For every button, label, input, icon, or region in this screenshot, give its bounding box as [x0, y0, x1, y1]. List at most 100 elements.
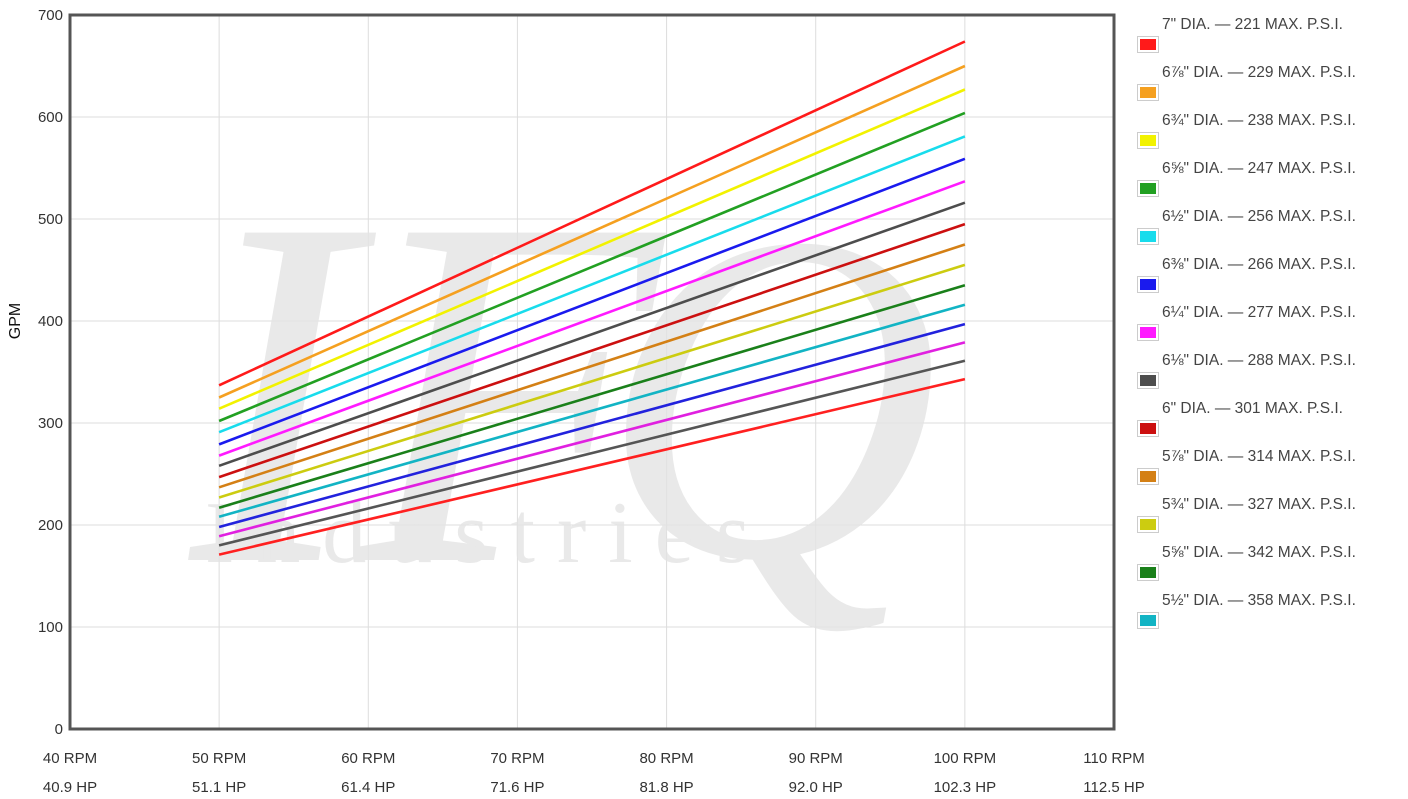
legend-item[interactable]: 6½" DIA. — 256 MAX. P.S.I.	[1137, 206, 1399, 245]
legend-label: 6⅞" DIA. — 229 MAX. P.S.I.	[1162, 64, 1356, 81]
y-tick-label: 600	[38, 109, 63, 126]
legend-item[interactable]: 6⅛" DIA. — 288 MAX. P.S.I.	[1137, 350, 1399, 389]
legend-item[interactable]: 6⅞" DIA. — 229 MAX. P.S.I.	[1137, 62, 1399, 101]
legend-swatch	[1137, 612, 1159, 629]
legend-item[interactable]: 5½" DIA. — 358 MAX. P.S.I.	[1137, 590, 1399, 629]
series-line-9	[218, 222, 966, 479]
x-tick-label-hp: 81.8 HP	[639, 779, 693, 796]
series-line-12	[218, 284, 966, 509]
x-tick-label-hp: 112.5 HP	[1083, 779, 1144, 796]
series-line-2	[218, 64, 966, 399]
series-line-11	[218, 263, 966, 499]
legend: 7" DIA. — 221 MAX. P.S.I. 6⅞" DIA. — 229 …	[1137, 14, 1399, 799]
x-tick-label-hp: 61.4 HP	[341, 779, 395, 796]
y-tick-label: 300	[38, 415, 63, 432]
y-axis-label: GPM	[7, 303, 24, 339]
legend-label: 6½" DIA. — 256 MAX. P.S.I.	[1162, 208, 1356, 225]
legend-item[interactable]: 6" DIA. — 301 MAX. P.S.I.	[1137, 398, 1399, 437]
x-tick-label-hp: 92.0 HP	[789, 779, 843, 796]
series-line-10	[218, 243, 966, 489]
legend-item[interactable]: 5⅝" DIA. — 342 MAX. P.S.I.	[1137, 542, 1399, 581]
legend-swatch-color	[1140, 231, 1156, 242]
legend-swatch-color	[1140, 423, 1156, 434]
x-tick-label-rpm: 50 RPM	[192, 750, 246, 767]
legend-swatch	[1137, 84, 1159, 101]
legend-swatch	[1137, 420, 1159, 437]
x-tick-label-rpm: 100 RPM	[934, 750, 997, 767]
legend-swatch-color	[1140, 375, 1156, 386]
legend-label: 6⅝" DIA. — 247 MAX. P.S.I.	[1162, 160, 1356, 177]
series-line-16	[218, 359, 966, 547]
legend-swatch-color	[1140, 567, 1156, 578]
legend-swatch	[1137, 276, 1159, 293]
legend-label: 6¾" DIA. — 238 MAX. P.S.I.	[1162, 112, 1356, 129]
y-tick-label: 100	[38, 619, 63, 636]
legend-swatch-color	[1140, 615, 1156, 626]
legend-swatch	[1137, 516, 1159, 533]
legend-swatch	[1137, 36, 1159, 53]
legend-swatch	[1137, 372, 1159, 389]
legend-swatch-color	[1140, 471, 1156, 482]
x-tick-label-rpm: 40 RPM	[43, 750, 97, 767]
x-tick-label-rpm: 90 RPM	[789, 750, 843, 767]
legend-item[interactable]: 7" DIA. — 221 MAX. P.S.I.	[1137, 14, 1399, 53]
legend-item[interactable]: 6⅝" DIA. — 247 MAX. P.S.I.	[1137, 158, 1399, 197]
x-tick-label-hp: 40.9 HP	[43, 779, 97, 796]
legend-swatch	[1137, 564, 1159, 581]
legend-swatch	[1137, 132, 1159, 149]
legend-swatch	[1137, 180, 1159, 197]
series-line-1	[218, 40, 966, 387]
legend-label: 6⅛" DIA. — 288 MAX. P.S.I.	[1162, 352, 1356, 369]
y-tick-label: 200	[38, 517, 63, 534]
legend-item[interactable]: 5⅞" DIA. — 314 MAX. P.S.I.	[1137, 446, 1399, 485]
y-tick-label: 0	[55, 721, 63, 738]
legend-swatch-color	[1140, 519, 1156, 530]
series-line-17	[218, 377, 966, 556]
plot-background	[70, 15, 1114, 729]
y-tick-label: 700	[38, 7, 63, 24]
legend-swatch-color	[1140, 87, 1156, 98]
y-tick-label: 500	[38, 211, 63, 228]
legend-label: 5⅞" DIA. — 314 MAX. P.S.I.	[1162, 448, 1356, 465]
legend-label: 6¼" DIA. — 277 MAX. P.S.I.	[1162, 304, 1356, 321]
series-line-14	[218, 322, 966, 529]
x-tick-label-hp: 102.3 HP	[934, 779, 997, 796]
legend-swatch-color	[1140, 327, 1156, 338]
x-tick-label-hp: 71.6 HP	[490, 779, 544, 796]
series-line-4	[218, 111, 966, 423]
series-line-5	[218, 135, 966, 434]
series-line-15	[218, 341, 966, 538]
legend-swatch-color	[1140, 279, 1156, 290]
x-tick-label-rpm: 80 RPM	[639, 750, 693, 767]
legend-swatch	[1137, 324, 1159, 341]
legend-swatch-color	[1140, 183, 1156, 194]
x-tick-label-rpm: 60 RPM	[341, 750, 395, 767]
legend-label: 7" DIA. — 221 MAX. P.S.I.	[1162, 16, 1343, 33]
legend-item[interactable]: 6¼" DIA. — 277 MAX. P.S.I.	[1137, 302, 1399, 341]
series-line-13	[218, 303, 966, 519]
legend-label: 5⅝" DIA. — 342 MAX. P.S.I.	[1162, 544, 1356, 561]
legend-label: 5¾" DIA. — 327 MAX. P.S.I.	[1162, 496, 1356, 513]
legend-label: 6" DIA. — 301 MAX. P.S.I.	[1162, 400, 1343, 417]
y-tick-label: 400	[38, 313, 63, 330]
legend-item[interactable]: 6¾" DIA. — 238 MAX. P.S.I.	[1137, 110, 1399, 149]
legend-label: 5½" DIA. — 358 MAX. P.S.I.	[1162, 592, 1356, 609]
legend-swatch	[1137, 228, 1159, 245]
legend-item[interactable]: 5¾" DIA. — 327 MAX. P.S.I.	[1137, 494, 1399, 533]
x-tick-label-hp: 51.1 HP	[192, 779, 246, 796]
x-tick-label-rpm: 70 RPM	[490, 750, 544, 767]
series-line-8	[218, 201, 966, 468]
series-line-6	[218, 157, 966, 446]
legend-swatch	[1137, 468, 1159, 485]
x-tick-label-rpm: 110 RPM	[1083, 750, 1144, 767]
watermark-subtext: Industries	[205, 485, 772, 582]
legend-item[interactable]: 6⅜" DIA. — 266 MAX. P.S.I.	[1137, 254, 1399, 293]
plot-border	[68, 13, 1116, 731]
series-line-3	[218, 88, 966, 410]
legend-label: 6⅜" DIA. — 266 MAX. P.S.I.	[1162, 256, 1356, 273]
legend-swatch-color	[1140, 39, 1156, 50]
legend-swatch-color	[1140, 135, 1156, 146]
series-line-7	[218, 180, 966, 457]
